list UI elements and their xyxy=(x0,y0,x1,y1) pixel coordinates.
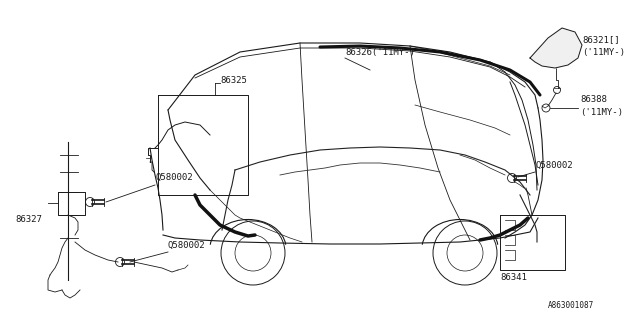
Text: Q580002: Q580002 xyxy=(535,161,573,170)
Text: Q580002: Q580002 xyxy=(168,241,205,250)
Text: 86388: 86388 xyxy=(580,95,607,104)
Text: 86321[]: 86321[] xyxy=(582,35,620,44)
Text: 86327: 86327 xyxy=(15,215,42,224)
Text: Q580002: Q580002 xyxy=(155,173,193,182)
Text: 86341: 86341 xyxy=(500,273,527,282)
Text: ('11MY-): ('11MY-) xyxy=(580,108,623,117)
Text: ('11MY-): ('11MY-) xyxy=(582,48,625,57)
Polygon shape xyxy=(530,28,582,68)
Text: 86326('11MY-): 86326('11MY-) xyxy=(345,47,415,57)
Text: A863001087: A863001087 xyxy=(548,301,595,310)
Text: 86325: 86325 xyxy=(220,76,247,84)
